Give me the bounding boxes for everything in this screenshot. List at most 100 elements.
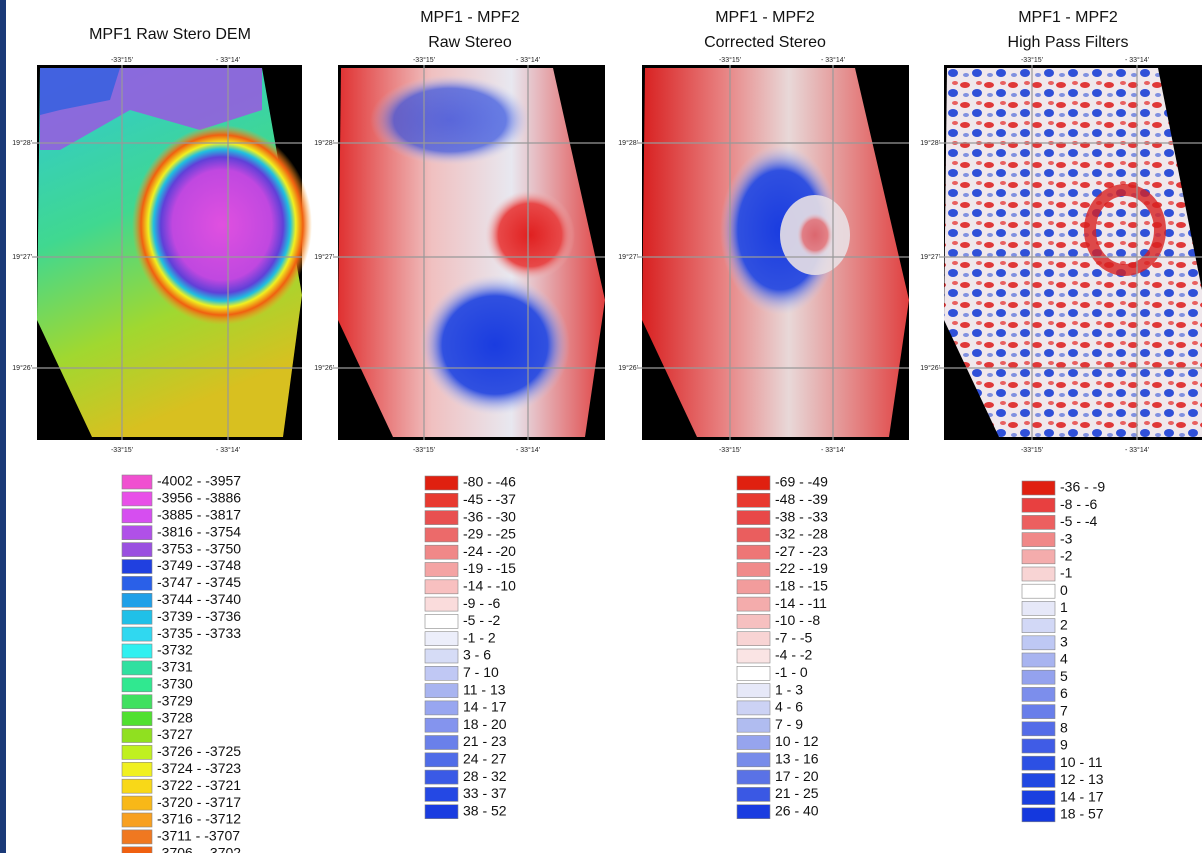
legend-label: -7 - -5 [775, 629, 813, 645]
legend-swatch [1021, 790, 1056, 805]
legend-label: -36 - -30 [463, 508, 516, 524]
legend-swatch [121, 694, 153, 710]
legend-label: -69 - -49 [775, 474, 828, 490]
legend-swatch [736, 752, 771, 768]
legend-label: -3722 - -3721 [157, 777, 241, 793]
legend-swatch [424, 596, 459, 612]
coord-label: - 33°14' [516, 56, 540, 64]
coord-label: 19°27' [920, 253, 940, 261]
legend-swatch [1021, 601, 1056, 616]
legend-label: 7 - 9 [775, 716, 803, 732]
panel-title: High Pass Filters [1008, 34, 1129, 51]
coord-label: -33°15' [1021, 446, 1043, 454]
legend-swatch [1021, 807, 1056, 823]
legend-label: 28 - 32 [463, 768, 507, 784]
legend-label: -45 - -37 [463, 491, 516, 507]
legend-swatch [1021, 652, 1056, 668]
legend-label: 13 - 16 [775, 751, 819, 767]
legend-swatch [121, 711, 153, 726]
legend-swatch [1021, 549, 1056, 565]
legend-swatch [424, 510, 459, 525]
legend-label: -24 - -20 [463, 543, 516, 559]
legend-label: -3729 [157, 692, 193, 708]
legend-swatch [121, 846, 153, 858]
legend-swatch [121, 609, 153, 625]
legend-swatch [424, 683, 459, 698]
legend-label: -8 - -6 [1060, 496, 1098, 512]
panel-title: MPF1 - MPF2 [420, 9, 520, 26]
legend-label: -1 - 0 [775, 664, 808, 680]
legend-label: -3744 - -3740 [157, 591, 241, 607]
legend-swatch [736, 475, 771, 491]
legend-swatch [736, 492, 771, 508]
legend-swatch [121, 592, 153, 608]
legend-label: 1 [1060, 599, 1068, 615]
legend-swatch [121, 677, 153, 693]
legend-swatch [424, 665, 459, 681]
legend-swatch [1021, 721, 1056, 737]
coord-label: 19°26' [12, 364, 32, 372]
legend-swatch [736, 579, 771, 595]
legend-label: 18 - 20 [463, 716, 507, 732]
legend-swatch [1021, 497, 1056, 513]
legend-label: 10 - 12 [775, 733, 819, 749]
legend-swatch [121, 525, 153, 541]
legend-swatch [1021, 532, 1056, 547]
legend-label: 2 [1060, 616, 1068, 632]
legend-label: -19 - -15 [463, 560, 516, 576]
legend-swatch [121, 728, 153, 743]
legend-label: 33 - 37 [463, 785, 507, 801]
legend-swatch [1021, 635, 1056, 651]
legend-label: 24 - 27 [463, 751, 507, 767]
legend-swatch [121, 745, 153, 760]
legend-label: -22 - -19 [775, 560, 828, 576]
legend-label: 18 - 57 [1060, 806, 1104, 822]
legend-swatch [424, 631, 459, 647]
coord-label: -33°15' [111, 446, 133, 454]
map-corrected-stereo [642, 65, 909, 440]
legend-label: -3730 [157, 676, 193, 692]
legend-label: -3885 - -3817 [157, 507, 241, 523]
legend-label: -27 - -23 [775, 543, 828, 559]
legend-label: -9 - -6 [463, 595, 501, 611]
edge-strip [0, 0, 6, 853]
coord-label: -33°15' [1021, 56, 1043, 64]
legend-swatch [424, 769, 459, 785]
legend-swatch [736, 544, 771, 560]
legend-swatch [736, 769, 771, 785]
panel-title: Raw Stereo [428, 34, 512, 51]
legend-swatch [121, 812, 153, 828]
legend-label: 21 - 25 [775, 785, 819, 801]
legend-swatch [736, 787, 771, 802]
coord-label: - 33°14' [821, 446, 845, 454]
coord-label: - 33°14' [516, 446, 540, 454]
legend-swatch [736, 700, 771, 716]
legend-swatch [1021, 704, 1056, 719]
legend-label: 9 [1060, 737, 1068, 753]
legend-swatch [1021, 515, 1056, 530]
legend-label: -3739 - -3736 [157, 608, 241, 624]
coord-label: -33°15' [111, 56, 133, 64]
coord-label: - 33°14' [216, 446, 240, 454]
legend-label: 12 - 13 [1060, 771, 1104, 787]
coord-label: 19°26' [618, 364, 638, 372]
legend-label: -48 - -39 [775, 491, 828, 507]
legend-swatch [736, 665, 771, 681]
legend-label: 7 [1060, 702, 1068, 718]
coord-label: -33°15' [413, 56, 435, 64]
legend-label: 10 - 11 [1060, 754, 1103, 770]
coord-label: 19°28' [920, 139, 940, 147]
legend-swatch [424, 700, 459, 716]
coord-label: 19°26' [314, 364, 334, 372]
legend-label: 3 [1060, 634, 1068, 650]
legend-label: -3706 - -3702 [157, 845, 241, 853]
legend-swatch [736, 596, 771, 612]
coord-label: 19°27' [314, 253, 334, 261]
legend-swatch [1021, 687, 1056, 702]
legend-swatch [736, 804, 771, 820]
legend-label: -3 [1060, 530, 1073, 546]
legend-swatch [121, 559, 153, 574]
coord-label: 19°27' [12, 253, 32, 261]
legend-swatch [424, 752, 459, 768]
